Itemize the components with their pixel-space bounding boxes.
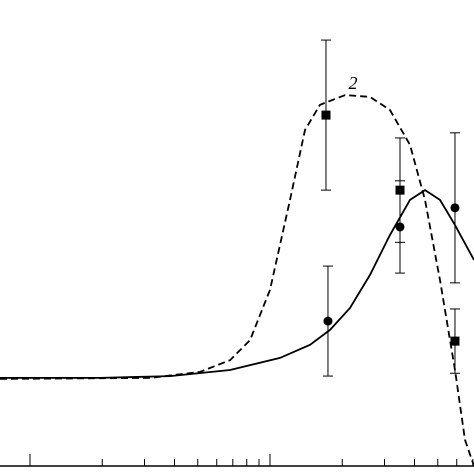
point (395, 185, 405, 195)
point (450, 203, 460, 213)
point (450, 336, 460, 346)
point (323, 316, 333, 326)
point (321, 110, 331, 120)
curve (0, 189, 474, 379)
curve-label: 2 (349, 73, 358, 93)
curve (0, 94, 474, 467)
